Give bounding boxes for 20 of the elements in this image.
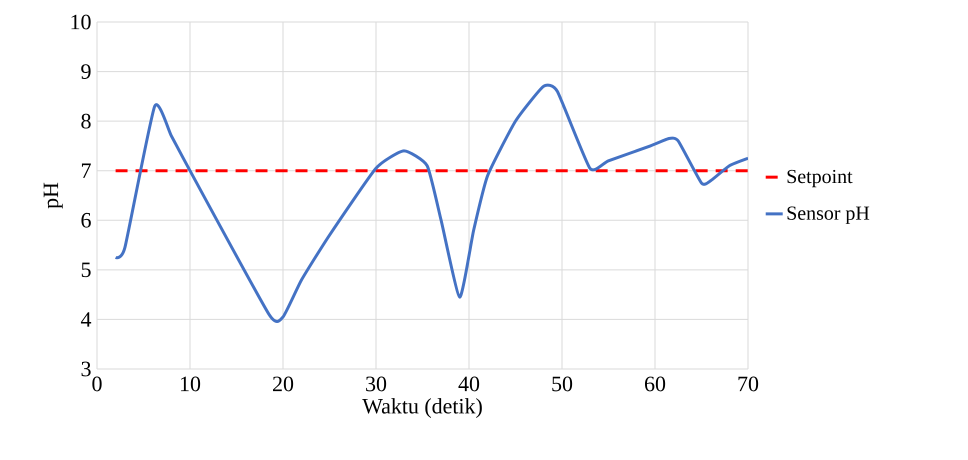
x-tick-label: 20 — [273, 376, 294, 392]
y-tick-label: 10 — [71, 14, 91, 30]
y-tick-label: 6 — [81, 212, 91, 228]
x-tick-label: 60 — [644, 376, 666, 392]
y-tick-label: 8 — [81, 114, 91, 129]
x-tick-label: 10 — [180, 376, 200, 392]
x-axis-title: Waktu (detik) — [362, 398, 482, 418]
x-tick-label: 70 — [738, 376, 758, 392]
legend-label: Setpoint — [788, 170, 853, 188]
x-tick-label: 40 — [458, 376, 480, 392]
y-tick-label: 7 — [82, 164, 91, 178]
y-tick-label: 3 — [82, 362, 91, 376]
y-tick-label: 4 — [80, 312, 92, 327]
y-axis-title: pH — [44, 182, 63, 209]
y-tick-label: 9 — [81, 64, 91, 79]
x-tick-label: 0 — [92, 376, 102, 392]
x-tick-label: 30 — [366, 376, 386, 392]
y-tick-label: 5 — [82, 262, 91, 278]
x-tick-label: 50 — [552, 376, 572, 392]
legend-label: Sensor pH — [788, 206, 870, 224]
